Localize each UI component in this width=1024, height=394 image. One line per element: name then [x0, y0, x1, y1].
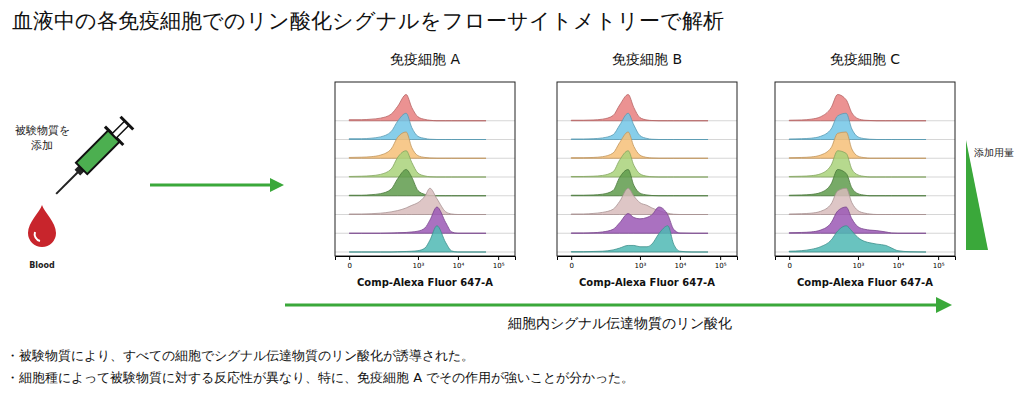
ridge-area — [789, 95, 926, 121]
ridge-area — [571, 151, 708, 177]
x-tick-mark — [418, 256, 419, 260]
plot-frame — [775, 82, 955, 256]
x-tick-label: 10⁵ — [933, 262, 945, 270]
chart-title: 免疫細胞 C — [830, 51, 900, 67]
ridge-area — [571, 226, 708, 252]
x-tick-label: 0 — [787, 262, 791, 270]
x-axis-title: Comp-Alexa Fluor 647-A — [357, 277, 493, 288]
panel: 免疫細胞 B 0 10³ 10⁴ 10⁵Comp-Alexa Fluor 647-A — [557, 51, 738, 288]
ridge-area — [789, 132, 926, 158]
x-tick-label: 10³ — [635, 262, 647, 270]
x-tick: 10⁵ — [715, 256, 727, 270]
ridges — [335, 95, 515, 253]
x-tick-label: 10⁵ — [715, 262, 727, 270]
x-tick-label: 10⁴ — [675, 262, 687, 270]
panel: 免疫細胞 A 0 10³ 10⁴ 10⁵Comp-Alexa Fluor 647-A — [335, 51, 516, 288]
ridge-area — [571, 132, 708, 158]
input-label: 被験物質を — [15, 124, 70, 137]
x-tick: 10⁴ — [453, 256, 465, 270]
ridge-area — [789, 226, 926, 252]
blood-drop-shine — [35, 232, 40, 241]
ridge-area — [789, 151, 926, 177]
phospho-label: 細胞内シグナル伝達物質のリン酸化 — [507, 315, 732, 331]
dose-label: 添加用量 — [974, 147, 1014, 158]
phospho-arrow-head — [936, 297, 952, 313]
x-tick-mark — [680, 256, 681, 260]
x-axis-line — [776, 257, 956, 261]
x-tick-label: 10⁴ — [453, 262, 465, 270]
ridge-area — [571, 113, 708, 139]
x-tick-mark — [640, 256, 641, 260]
ridge-area — [349, 132, 486, 158]
x-tick: 10⁴ — [893, 256, 905, 270]
x-tick-mark — [938, 256, 939, 260]
figure: 血液中の各免疫細胞でのリン酸化シグナルをフローサイトメトリーで解析被験物質を添加… — [0, 0, 1024, 394]
x-tick: 10⁵ — [933, 256, 945, 270]
x-axis: 0 10³ 10⁴ 10⁵ — [776, 256, 956, 270]
x-tick-label: 0 — [569, 262, 573, 270]
plot-frame — [557, 82, 737, 256]
ridge-area — [789, 188, 926, 214]
x-tick-mark — [789, 256, 790, 260]
x-tick-label: 10⁵ — [493, 262, 505, 270]
x-axis-title: Comp-Alexa Fluor 647-A — [797, 277, 933, 288]
x-axis-line — [336, 257, 516, 261]
x-tick: 10³ — [635, 256, 647, 270]
x-tick-mark — [498, 256, 499, 260]
x-axis-title: Comp-Alexa Fluor 647-A — [579, 277, 715, 288]
arrow-head — [270, 178, 284, 192]
blood-label: Blood — [29, 261, 55, 270]
ridge-area — [349, 226, 486, 252]
syringe-needle — [56, 171, 79, 194]
ridge-area — [349, 170, 486, 196]
ridge-area — [349, 207, 486, 233]
arrow-shaft — [150, 184, 272, 187]
x-tick-label: 10³ — [853, 262, 865, 270]
x-tick: 0 — [787, 256, 791, 270]
note: ・細胞種によって被験物質に対する反応性が異なり、特に、免疫細胞 A でその作用が… — [6, 370, 634, 385]
ridge-area — [571, 207, 708, 233]
figure-title: 血液中の各免疫細胞でのリン酸化シグナルをフローサイトメトリーで解析 — [12, 9, 724, 33]
x-axis: 0 10³ 10⁴ 10⁵ — [558, 256, 738, 270]
x-tick-label: 10³ — [413, 262, 425, 270]
phospho-arrow-shaft — [285, 304, 938, 307]
ridge-area — [571, 170, 708, 196]
ridge-area — [349, 95, 486, 121]
blood-drop — [28, 205, 56, 247]
input-label: 添加 — [31, 139, 53, 152]
x-axis-line — [558, 257, 738, 261]
x-tick-mark — [458, 256, 459, 260]
x-tick-mark — [898, 256, 899, 260]
x-tick-mark — [720, 256, 721, 260]
ridge-area — [349, 151, 486, 177]
x-tick: 10⁴ — [675, 256, 687, 270]
x-tick: 10³ — [853, 256, 865, 270]
x-tick-label: 0 — [347, 262, 351, 270]
plot-frame — [335, 82, 515, 256]
ridges — [775, 95, 955, 253]
ridge-area — [789, 207, 926, 233]
panel: 免疫細胞 C 0 10³ 10⁴ 10⁵Comp-Alexa Fluor 647-A — [775, 51, 956, 288]
x-tick: 10³ — [413, 256, 425, 270]
x-tick-mark — [571, 256, 572, 260]
x-tick: 0 — [569, 256, 573, 270]
x-tick: 0 — [347, 256, 351, 270]
ridge-area — [349, 113, 486, 139]
syringe-handle — [121, 117, 134, 130]
x-tick-mark — [858, 256, 859, 260]
ridge-area — [571, 95, 708, 121]
ridge-area — [789, 170, 926, 196]
ridge-area — [789, 113, 926, 139]
ridge-area — [349, 188, 486, 214]
chart-title: 免疫細胞 A — [390, 51, 460, 67]
ridges — [557, 95, 737, 253]
x-tick-label: 10⁴ — [893, 262, 905, 270]
x-tick-mark — [349, 256, 350, 260]
note: ・被験物質により、すべての細胞でシグナル伝達物質のリン酸化が誘導された。 — [6, 348, 474, 363]
x-tick: 10⁵ — [493, 256, 505, 270]
chart-title: 免疫細胞 B — [612, 51, 682, 67]
x-axis: 0 10³ 10⁴ 10⁵ — [336, 256, 516, 270]
ridge-area — [571, 188, 708, 214]
